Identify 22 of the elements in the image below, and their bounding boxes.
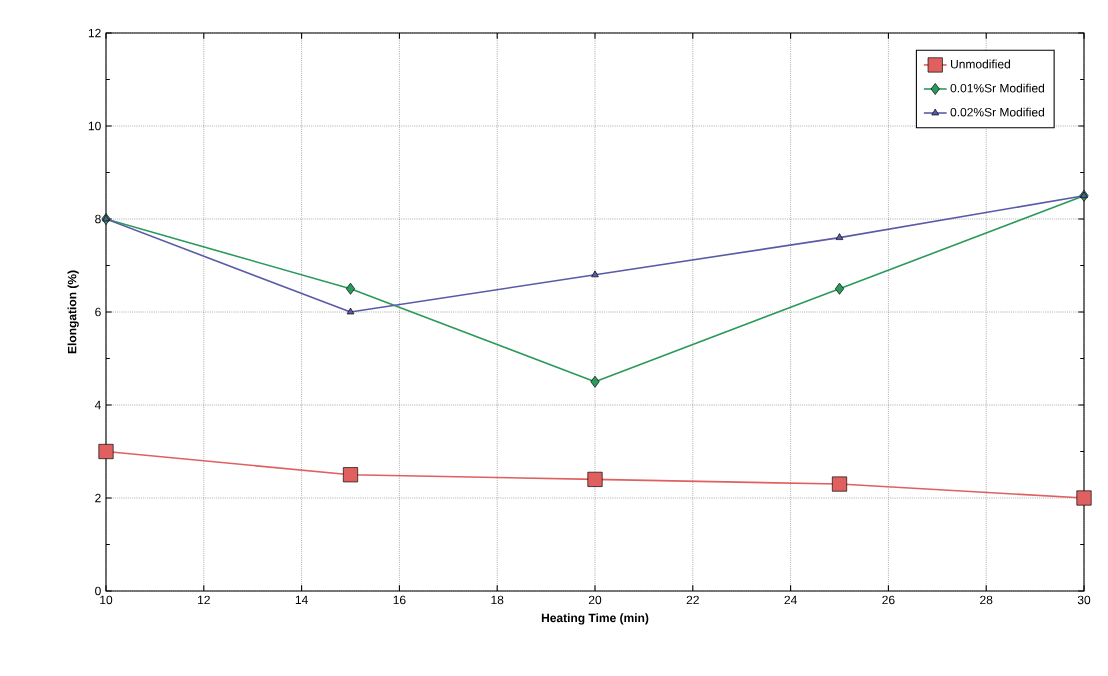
legend-label: 0.02%Sr Modified (950, 107, 1044, 117)
y-tick-label: 4 (94, 400, 101, 410)
x-tick-label: 26 (882, 595, 895, 605)
y-tick-label: 12 (88, 28, 101, 38)
x-tick-label: 20 (588, 595, 602, 605)
y-tick-label: 8 (95, 214, 101, 224)
x-tick-label: 30 (1077, 595, 1091, 605)
y-tick-label: 0 (95, 586, 101, 596)
x-tick-label: 16 (393, 595, 406, 605)
y-axis-title: Elongation (%) (67, 270, 79, 354)
x-tick-label: 18 (491, 595, 504, 605)
legend-label: 0.01%Sr Modified (950, 83, 1044, 93)
x-tick-label: 24 (784, 595, 797, 605)
x-tick-label: 14 (295, 595, 308, 604)
x-tick-label: 22 (686, 595, 699, 605)
y-tick-label: 10 (88, 121, 101, 131)
y-tick-label: 6 (95, 307, 101, 317)
x-tick-label: 28 (980, 595, 993, 605)
y-tick-label: 2 (95, 493, 101, 503)
x-axis-title: Heating Time (min) (541, 613, 649, 625)
legend-label: Unmodified (951, 59, 1010, 69)
x-tick-label: 12 (198, 595, 210, 605)
